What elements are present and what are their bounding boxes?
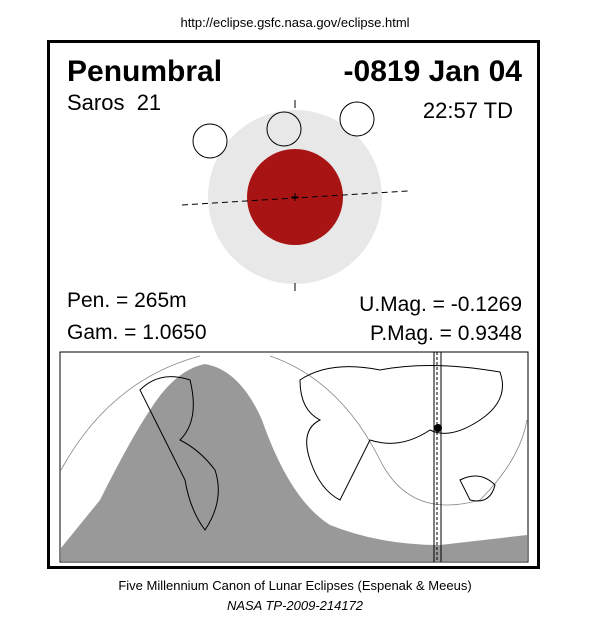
- url: http://eclipse.gsfc.nasa.gov/eclipse.htm…: [180, 15, 409, 30]
- moon: [192, 123, 228, 159]
- pen-duration: Pen. = 265m: [67, 289, 187, 312]
- moon: [266, 111, 302, 147]
- contact-curve: [60, 355, 528, 506]
- gamma: Gam. = 1.0650: [67, 321, 207, 344]
- australia: [459, 475, 496, 502]
- saros: Saros 21: [67, 90, 161, 115]
- footer-ref: NASA TP-2009-214172: [227, 598, 364, 613]
- world-map: [59, 351, 529, 563]
- moon: [339, 101, 375, 137]
- time: 22:57 TD: [423, 98, 513, 123]
- americas: [139, 376, 219, 531]
- subpoint: [434, 424, 442, 432]
- footer-title: Five Millennium Canon of Lunar Eclipses …: [118, 578, 471, 593]
- eurasia-africa: [299, 364, 503, 501]
- penumbral-magnitude: P.Mag. = 0.9348: [370, 322, 522, 345]
- frame: [47, 40, 540, 569]
- eclipse-type: Penumbral: [67, 55, 222, 88]
- visibility-region: [61, 364, 527, 561]
- umbral-magnitude: U.Mag. = -0.1269: [359, 293, 522, 316]
- eclipse-date: -0819 Jan 04: [344, 55, 523, 88]
